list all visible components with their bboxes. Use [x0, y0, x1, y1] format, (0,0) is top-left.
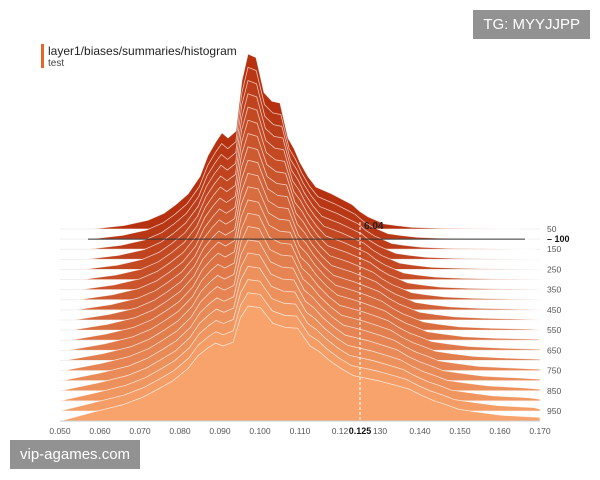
hover-value-label: 6.04	[364, 221, 384, 232]
watermark-top: TG: MYYJJPP	[473, 10, 590, 39]
legend-swatch	[41, 44, 44, 68]
x-tick-label: 0.090	[209, 426, 231, 436]
x-tick-label: 0.060	[89, 426, 111, 436]
step-tick-label: 950	[547, 406, 561, 416]
x-tick-label: 0.160	[489, 426, 511, 436]
step-tick-label: 550	[547, 325, 561, 335]
chart-title: layer1/biases/summaries/histogram	[48, 44, 237, 58]
step-tick-label: 450	[547, 305, 561, 315]
step-tick-label: 650	[547, 345, 561, 355]
x-tick-label: 0.080	[169, 426, 191, 436]
step-tick-label: – 100	[547, 234, 570, 244]
x-axis-ticks: 0.050 0.060 0.070 0.080 0.090 0.100 0.110 0.12 1…	[49, 426, 551, 436]
step-tick-label: 750	[547, 366, 561, 376]
step-tick-label: 250	[547, 264, 561, 274]
ridge-step-50	[91, 53, 520, 230]
x-tick-label: 0.140	[409, 426, 431, 436]
x-tick-label: 0.12	[332, 426, 349, 436]
hover-x-label: 0.125	[349, 426, 372, 436]
step-tick-label: 350	[547, 285, 561, 295]
step-tick-label: 50	[547, 224, 557, 234]
x-tick-label: 0.150	[449, 426, 471, 436]
ridge-step-1000	[59, 305, 541, 422]
legend-entry-test: test	[48, 58, 65, 69]
x-tick-label: 0.110	[290, 426, 311, 436]
ridge-series	[59, 53, 541, 422]
x-tick-label: 0.170	[529, 426, 551, 436]
x-tick-label: 0.100	[249, 426, 271, 436]
x-tick-label: 0.050	[49, 426, 71, 436]
step-tick-label: 150	[547, 244, 561, 254]
watermark-bottom: vip-agames.com	[10, 440, 141, 469]
x-tick-label: 0.070	[129, 426, 151, 436]
step-tick-label: 850	[547, 386, 561, 396]
x-tick-label: 130	[373, 426, 387, 436]
